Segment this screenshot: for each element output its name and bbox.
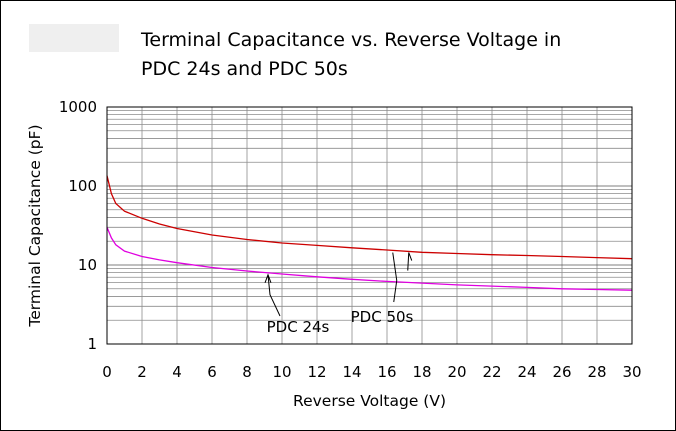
plot-area-border [106, 106, 633, 345]
y-tick-label: 1000 [59, 98, 97, 116]
x-tick-label: 0 [102, 363, 112, 381]
y-tick-label: 100 [68, 177, 97, 195]
x-tick-label: 12 [307, 363, 326, 381]
x-tick-label: 20 [447, 363, 466, 381]
series-lines [106, 175, 633, 291]
x-tick-label: 22 [482, 363, 501, 381]
x-tick-label: 30 [622, 363, 641, 381]
x-tick-label: 28 [587, 363, 606, 381]
x-tick-label: 26 [552, 363, 571, 381]
annotation-arrow-pdc-50s [392, 252, 398, 303]
x-tick-label: 6 [207, 363, 217, 381]
x-tick-label: 2 [137, 363, 147, 381]
x-tick-label: 16 [377, 363, 396, 381]
x-tick-label: 8 [242, 363, 252, 381]
chart-title-line-1: Terminal Capacitance vs. Reverse Voltage… [141, 29, 562, 51]
series-line-pdc-50s [106, 175, 633, 260]
title-placeholder-box [29, 24, 119, 52]
annotation-arrow-pdc-24s [267, 274, 281, 317]
chart-title-line-2: PDC 24s and PDC 50s [141, 58, 348, 80]
x-tick-label: 24 [517, 363, 536, 381]
annotations: PDC 24s PDC 50s [264, 252, 414, 336]
chart-title: Terminal Capacitance vs. Reverse Voltage… [141, 26, 661, 84]
y-tick-label: 1 [87, 335, 97, 353]
series-line-pdc-24s [106, 227, 633, 291]
x-tick-label: 10 [272, 363, 291, 381]
x-axis-label: Reverse Voltage (V) [293, 392, 446, 410]
arrowhead-icon [264, 273, 272, 283]
arrowhead-icon [407, 252, 413, 271]
y-axis-label: Terminal Capacitance (pF) [26, 124, 44, 327]
x-tick-label: 4 [172, 363, 182, 381]
x-tick-label: 18 [412, 363, 431, 381]
x-tick-label: 14 [342, 363, 361, 381]
annotation-label-pdc-50s: PDC 50s [351, 308, 414, 326]
annotation-label-pdc-24s: PDC 24s [267, 318, 330, 336]
y-tick-label: 10 [78, 256, 97, 274]
